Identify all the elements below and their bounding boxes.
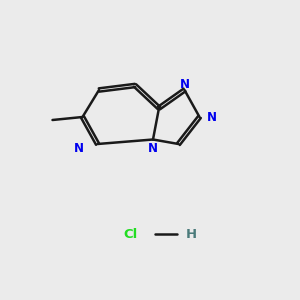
Text: Cl: Cl	[124, 227, 138, 241]
Text: N: N	[148, 142, 158, 155]
Text: N: N	[180, 77, 190, 91]
Text: N: N	[74, 142, 84, 155]
Text: H: H	[186, 227, 197, 241]
Text: N: N	[206, 111, 216, 124]
